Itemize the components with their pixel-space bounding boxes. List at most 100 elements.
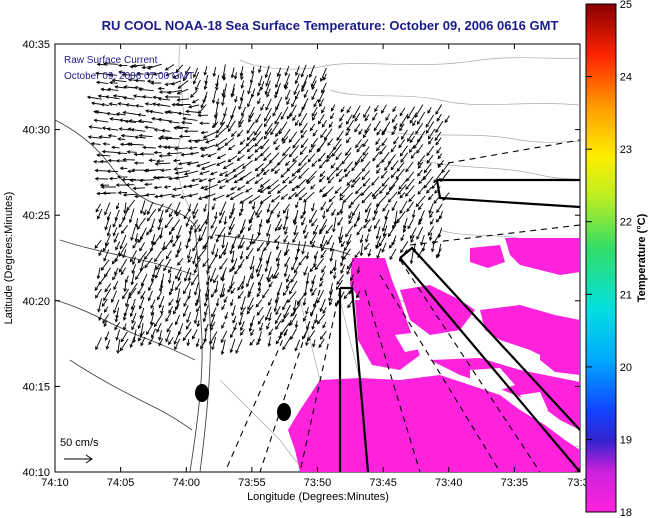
current-vector-head	[400, 249, 404, 254]
current-vector-head	[293, 231, 297, 236]
current-vector	[246, 176, 256, 184]
current-vector	[146, 225, 154, 235]
current-vector-head	[134, 104, 139, 108]
x-axis: 74:10 74:05 74:00 73:55 73:50 73:45 73:40 73:35…	[41, 44, 589, 489]
current-vector	[324, 128, 333, 141]
current-vector-head	[328, 124, 333, 129]
current-vector	[178, 80, 189, 89]
colorbar-tick-label: 25	[620, 0, 632, 11]
current-vector-head	[93, 110, 98, 114]
current-vector-head	[321, 109, 325, 114]
current-vector-head	[183, 277, 188, 282]
current-vector	[341, 250, 345, 259]
current-vector	[239, 171, 252, 181]
current-vector-head	[197, 238, 202, 243]
current-vector	[422, 243, 426, 252]
current-vector	[205, 282, 210, 297]
current-vector-head	[408, 198, 412, 203]
current-vector-head	[168, 309, 172, 314]
current-vector-head	[128, 219, 133, 224]
current-vector-head	[99, 183, 104, 187]
current-vector-head	[125, 303, 129, 308]
current-vector-head	[319, 173, 324, 178]
current-vector	[296, 179, 307, 189]
current-vector-head	[124, 119, 129, 124]
current-vector	[194, 282, 199, 295]
current-vector	[240, 306, 246, 316]
current-vector	[300, 129, 307, 139]
current-vector-head	[288, 196, 292, 200]
current-vector	[391, 200, 398, 211]
current-vector-head	[289, 322, 293, 327]
current-vector-head	[350, 277, 354, 282]
current-vector-head	[140, 236, 144, 241]
current-vector	[305, 306, 309, 315]
current-vector	[246, 273, 253, 287]
current-vector	[192, 329, 198, 340]
current-vector-head	[355, 294, 360, 299]
current-vector-head	[221, 277, 225, 282]
current-vector	[343, 290, 351, 299]
current-vector	[433, 171, 443, 183]
current-vector	[286, 274, 291, 283]
current-vector-head	[330, 107, 335, 112]
current-vector	[381, 170, 388, 179]
current-vector-head	[246, 310, 251, 315]
current-vector-head	[216, 162, 220, 166]
current-vector	[119, 234, 127, 249]
current-vector	[346, 259, 355, 270]
current-vector-head	[237, 245, 241, 250]
current-vector-head	[339, 262, 344, 267]
current-vector	[386, 184, 396, 195]
current-vector	[229, 265, 235, 273]
current-vector	[417, 185, 426, 195]
colorbar-tick-label: 20	[620, 362, 632, 374]
current-vector-head	[359, 252, 364, 257]
current-vector	[336, 169, 343, 177]
current-vector	[321, 82, 327, 93]
current-vector-head	[300, 129, 304, 134]
current-vector	[157, 291, 163, 300]
current-vector-head	[228, 231, 232, 236]
current-vector-head	[400, 237, 404, 242]
current-vector-head	[300, 73, 305, 78]
current-vector	[321, 120, 327, 128]
current-vector-head	[140, 210, 144, 215]
current-vector-head	[387, 233, 392, 238]
current-vector	[297, 162, 307, 173]
current-vector-head	[191, 335, 196, 340]
current-vector-head	[117, 137, 122, 141]
current-vector	[330, 242, 335, 252]
current-vector	[399, 192, 406, 199]
current-vector-head	[253, 137, 257, 142]
current-vector	[97, 154, 111, 157]
current-vector	[368, 225, 372, 232]
current-vector-head	[122, 157, 127, 162]
current-vector-head	[346, 271, 350, 275]
current-vector	[206, 275, 211, 285]
current-vector-head	[376, 164, 380, 168]
current-vector-head	[211, 206, 216, 211]
current-vector-head	[263, 157, 267, 162]
current-vector-head	[335, 167, 340, 171]
current-vector-head	[346, 139, 350, 144]
current-vector-head	[392, 108, 396, 113]
current-vector-head	[292, 239, 296, 244]
current-vector	[216, 235, 220, 243]
current-vector-head	[183, 303, 187, 307]
current-vector	[215, 211, 218, 220]
current-vector-head	[330, 164, 335, 169]
current-vector-head	[288, 180, 293, 184]
current-vector-head	[274, 239, 278, 244]
current-vector-head	[361, 176, 366, 181]
current-vector	[346, 106, 352, 113]
current-vector	[124, 304, 130, 316]
current-vector-head	[364, 219, 369, 223]
current-vector	[250, 73, 254, 83]
current-vector	[183, 117, 198, 121]
current-vector	[188, 104, 200, 108]
current-vector-head	[95, 294, 99, 299]
current-vector-head	[221, 293, 226, 298]
current-vector-head	[122, 326, 127, 331]
current-vector	[237, 291, 244, 299]
